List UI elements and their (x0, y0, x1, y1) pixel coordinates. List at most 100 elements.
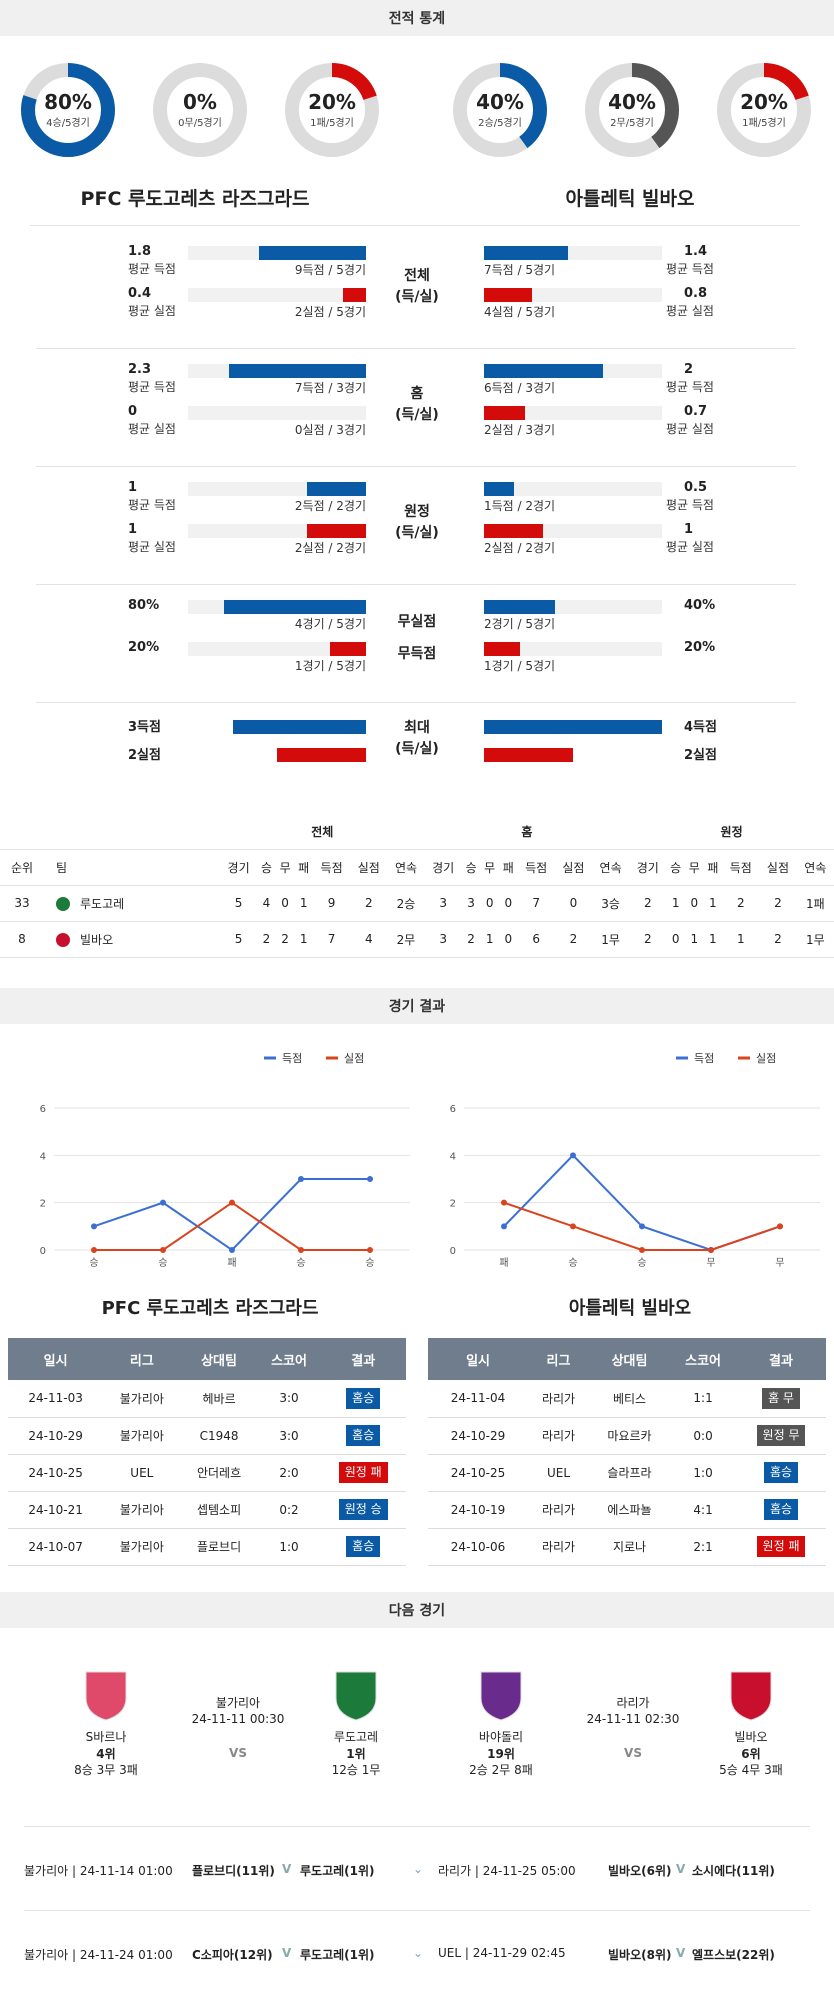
results-table-away: 일시 리그 상대팀 스코어 결과 24-11-04 라리가 베티스 1:1 홈 무 24-10-29… (428, 1338, 826, 1566)
stat-cell: 0 (480, 885, 499, 922)
results-row: 24-10-07 불가리아 플로브디 1:0 홈승 (8, 1528, 406, 1566)
results-row: 24-10-19 라리가 에스파뇰 4:1 홈승 (428, 1491, 826, 1529)
donut-percent: 80% (44, 90, 92, 114)
blank-cell (0, 815, 220, 850)
away-bar (484, 642, 520, 656)
home-count: 7득점 / 3경기 (294, 381, 366, 395)
col-5: 실점 (554, 849, 592, 886)
stat-cell: 3 (424, 921, 462, 958)
ratio-donut: 80% 4승/5경기 (20, 62, 116, 158)
donut-caption: 2승/5경기 (478, 118, 522, 129)
away-max-bar (484, 720, 662, 734)
score-cell: 0:0 (670, 1417, 737, 1455)
team-crest-icon (730, 1671, 772, 1721)
y-tick-label: 6 (450, 1104, 456, 1115)
league-cell: 불가리아 (103, 1417, 181, 1455)
team-crest-icon (480, 1671, 522, 1721)
standings-row: 33 루도고레 5 4 0 1 9 2 2승 3 3 0 0 7 0 3승 2 1 0 1 2 2 1패 (0, 885, 834, 922)
col-0: 경기 (629, 849, 667, 886)
away-track (484, 482, 662, 496)
date-cell: 24-10-07 (8, 1528, 104, 1566)
data-point (570, 1152, 576, 1159)
date-cell: 24-10-19 (428, 1491, 529, 1529)
chevron-down-icon[interactable]: ⌄ (413, 1862, 424, 1876)
divider (24, 1826, 810, 1827)
col-0: 경기 (424, 849, 462, 886)
results-row: 24-10-25 UEL 슬라프라 1:0 홈승 (428, 1454, 826, 1492)
stat-cell: 0 (275, 885, 295, 922)
data-point (298, 1176, 304, 1182)
divider (36, 348, 796, 349)
opponent-cell: 에스파뇰 (588, 1491, 671, 1529)
stat-cell: 3 (424, 885, 462, 922)
date-cell: 24-11-04 (428, 1380, 529, 1418)
center-line: (득/실) (395, 289, 439, 305)
score-cell: 1:0 (257, 1528, 321, 1566)
donut-ring (585, 63, 679, 157)
next-team-record: 12승 1무 (331, 1763, 381, 1777)
col-1: 승 (461, 849, 481, 886)
away-bar (484, 406, 525, 420)
results-row: 24-10-29 불가리아 C1948 3:0 홈승 (8, 1417, 406, 1455)
result-badge: 홈 무 (762, 1387, 800, 1409)
legend-label: 실점 (756, 1052, 776, 1065)
compare-center-label: 원정 (득/실) (372, 502, 462, 544)
away-value: 2 (684, 362, 694, 377)
home-track (188, 642, 366, 656)
score-cell: 0:2 (257, 1491, 321, 1529)
results-col-header: 상대팀 (180, 1338, 258, 1380)
upcoming-team-b: 루도고레(1위) (300, 1948, 375, 1962)
stat-cell: 1패 (796, 885, 834, 922)
home-value: 1 (128, 522, 138, 537)
home-bar (330, 642, 366, 656)
donut-arc (453, 63, 547, 157)
stat-cell: 2승 (387, 885, 425, 922)
divider (36, 702, 796, 703)
opponent-cell: 안더레흐 (180, 1454, 258, 1492)
home-team-title-2: PFC 루도고레츠 라즈그라드 (101, 1298, 319, 1319)
upcoming-team-a: 빌바오(6위) (608, 1864, 672, 1878)
stat-cell: 0 (684, 885, 704, 922)
standings-col-row: 순위 팀 경기 승 무 패 득점 실점 연속 경기 승 무 패 득점 실점 연속 경기 승 무 패 득점 실점 연속 (0, 849, 834, 886)
donut-arc (285, 63, 379, 157)
home-label: 평균 실점 (128, 540, 176, 554)
vs-icon: V (282, 1862, 292, 1876)
chevron-down-icon[interactable]: ⌄ (413, 1946, 424, 1960)
league-cell: 불가리아 (103, 1528, 181, 1566)
stat-cell: 2 (759, 885, 797, 922)
series-line (93, 1178, 370, 1252)
result-cell: 원정 무 (736, 1417, 826, 1455)
result-cell: 홈 무 (736, 1380, 826, 1418)
data-point (160, 1199, 166, 1206)
away-value: 1 (684, 522, 694, 537)
away-track (484, 642, 662, 656)
stat-cell: 1 (703, 921, 723, 958)
away-label: 평균 실점 (666, 422, 714, 436)
result-cell: 원정 패 (320, 1454, 406, 1492)
stat-cell: 7 (312, 921, 351, 958)
date-cell: 24-11-03 (8, 1380, 104, 1418)
data-point (639, 1247, 645, 1253)
stat-cell: 0 (666, 921, 685, 958)
upcoming-team-b: 루도고레(1위) (300, 1864, 375, 1878)
stat-cell: 4 (257, 885, 276, 922)
results-header-row: 일시 리그 상대팀 스코어 결과 (8, 1338, 406, 1380)
donut-ring (717, 63, 811, 157)
y-tick-label: 6 (40, 1104, 46, 1115)
result-badge: 홈승 (346, 1425, 381, 1446)
opponent-cell: 헤바르 (180, 1380, 258, 1418)
date-cell: 24-10-06 (428, 1528, 529, 1566)
data-point (229, 1247, 235, 1253)
stat-cell: 1 (294, 885, 313, 922)
stat-cell: 5 (220, 885, 258, 922)
data-point (298, 1247, 304, 1253)
away-bar (484, 600, 556, 614)
legend-label: 실점 (344, 1052, 364, 1065)
home-value: 0.4 (128, 286, 152, 301)
col-2: 무 (275, 849, 295, 886)
league-cell: 라리가 (528, 1417, 589, 1455)
away-label: 평균 실점 (666, 540, 714, 554)
x-tick-label: 무 (706, 1258, 715, 1269)
col-6: 연속 (591, 849, 630, 886)
standings-row: 8 빌바오 5 2 2 1 7 4 2무 3 2 1 0 6 2 1무 2 0 1 1 1 2 1무 (0, 921, 834, 958)
